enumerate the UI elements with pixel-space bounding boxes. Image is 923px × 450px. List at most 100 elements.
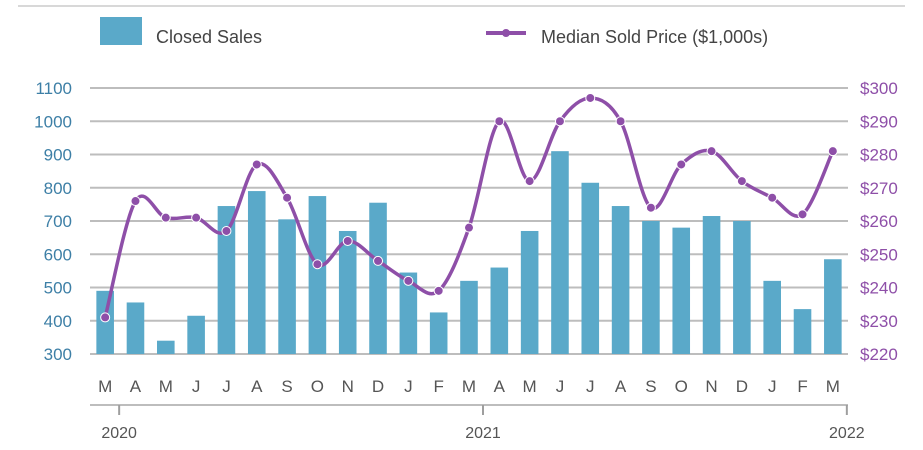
year-label: 2021 (465, 425, 501, 442)
right-tick-label: $220 (860, 345, 898, 364)
year-label: 2020 (101, 425, 137, 442)
bar-closed-sales (793, 309, 812, 354)
right-tick-label: $270 (860, 179, 898, 198)
right-tick-label: $280 (860, 146, 898, 165)
left-tick-label: 300 (44, 345, 72, 364)
legend-swatch-closed-sales (100, 17, 142, 45)
median-price-point (736, 176, 747, 187)
median-price-point (130, 196, 141, 207)
bar-closed-sales (672, 227, 691, 354)
median-price-point (615, 116, 626, 127)
median-price-point (706, 146, 717, 157)
median-price-point (100, 312, 111, 323)
month-label: J (192, 377, 201, 396)
median-price-point (645, 202, 656, 213)
right-tick-label: $250 (860, 245, 898, 264)
line-median-price (100, 92, 838, 323)
median-price-point (373, 255, 384, 266)
median-price-point (494, 116, 505, 127)
median-price-point (585, 92, 596, 103)
month-label: J (768, 377, 777, 396)
bar-closed-sales (157, 340, 175, 354)
bar-closed-sales (702, 216, 721, 354)
bar-closed-sales (611, 206, 630, 354)
median-price-point (464, 222, 474, 233)
month-label: D (736, 377, 748, 396)
right-tick-label: $240 (860, 279, 898, 298)
month-label: J (586, 377, 595, 396)
bars-closed-sales (96, 151, 842, 354)
right-tick-label: $290 (860, 112, 898, 131)
median-price-point (251, 159, 262, 170)
left-tick-label: 1000 (34, 112, 72, 131)
month-label: D (372, 377, 384, 396)
bar-closed-sales (429, 312, 448, 354)
bar-closed-sales (308, 196, 327, 354)
median-price-point (403, 275, 414, 286)
left-tick-label: 1100 (35, 79, 72, 98)
month-label: M (159, 377, 173, 396)
month-label: F (797, 377, 807, 396)
median-price-point (221, 225, 232, 236)
left-tick-label: 900 (44, 146, 72, 165)
month-label: S (281, 377, 292, 396)
right-tick-label: $260 (860, 212, 898, 231)
month-label: J (222, 377, 231, 396)
month-label: M (98, 377, 112, 396)
median-price-point (191, 212, 202, 223)
left-tick-label: 700 (44, 212, 72, 231)
month-label: N (342, 377, 354, 396)
month-label: A (494, 377, 506, 396)
bar-closed-sales (824, 259, 842, 354)
month-label: O (311, 377, 324, 396)
bar-closed-sales (247, 191, 266, 354)
median-price-point (312, 259, 323, 270)
x-axis-years: 2020 2021 2022 (90, 404, 865, 442)
bar-closed-sales (642, 221, 660, 354)
median-price-point (554, 116, 565, 127)
median-price-point (767, 192, 778, 203)
month-label: M (462, 377, 476, 396)
month-label: N (705, 377, 717, 396)
right-tick-label: $300 (860, 79, 898, 98)
left-tick-label: 800 (44, 179, 72, 198)
median-price-point (342, 235, 353, 246)
year-label: 2022 (829, 425, 865, 442)
bar-closed-sales (551, 151, 569, 354)
legend-swatch-median-price-marker (502, 29, 510, 37)
bar-closed-sales (763, 280, 781, 354)
bar-closed-sales (187, 315, 205, 354)
bar-closed-sales (217, 206, 236, 354)
median-price-point (676, 159, 687, 170)
right-axis: $300 $290 $280 $270 $260 $250 $240 $230 $220 (860, 79, 898, 364)
median-price-point (797, 209, 808, 220)
month-label: M (523, 377, 537, 396)
bar-closed-sales (520, 230, 539, 354)
month-label: S (645, 377, 656, 396)
month-label: F (433, 377, 443, 396)
bar-closed-sales (126, 302, 145, 354)
legend-label-median-price: Median Sold Price ($1,000s) (541, 27, 768, 47)
left-tick-label: 600 (44, 245, 72, 264)
bar-closed-sales (278, 219, 296, 354)
legend-label-closed-sales: Closed Sales (156, 27, 262, 47)
bar-closed-sales (338, 230, 357, 354)
month-label: M (826, 377, 840, 396)
left-axis: 1100 1000 900 800 700 600 500 400 300 (34, 79, 72, 364)
legend: Closed Sales Median Sold Price ($1,000s) (100, 17, 768, 47)
median-price-point (433, 285, 444, 296)
bar-closed-sales (733, 221, 751, 354)
bar-closed-sales (490, 267, 509, 354)
right-tick-label: $230 (860, 312, 898, 331)
month-label: J (404, 377, 413, 396)
median-price-point (524, 176, 535, 187)
median-price-point (827, 146, 838, 157)
month-label: A (130, 377, 142, 396)
median-price-point (282, 192, 293, 203)
bar-closed-sales (369, 202, 387, 354)
month-label: A (615, 377, 627, 396)
month-label: J (556, 377, 565, 396)
bar-closed-sales (399, 272, 418, 354)
